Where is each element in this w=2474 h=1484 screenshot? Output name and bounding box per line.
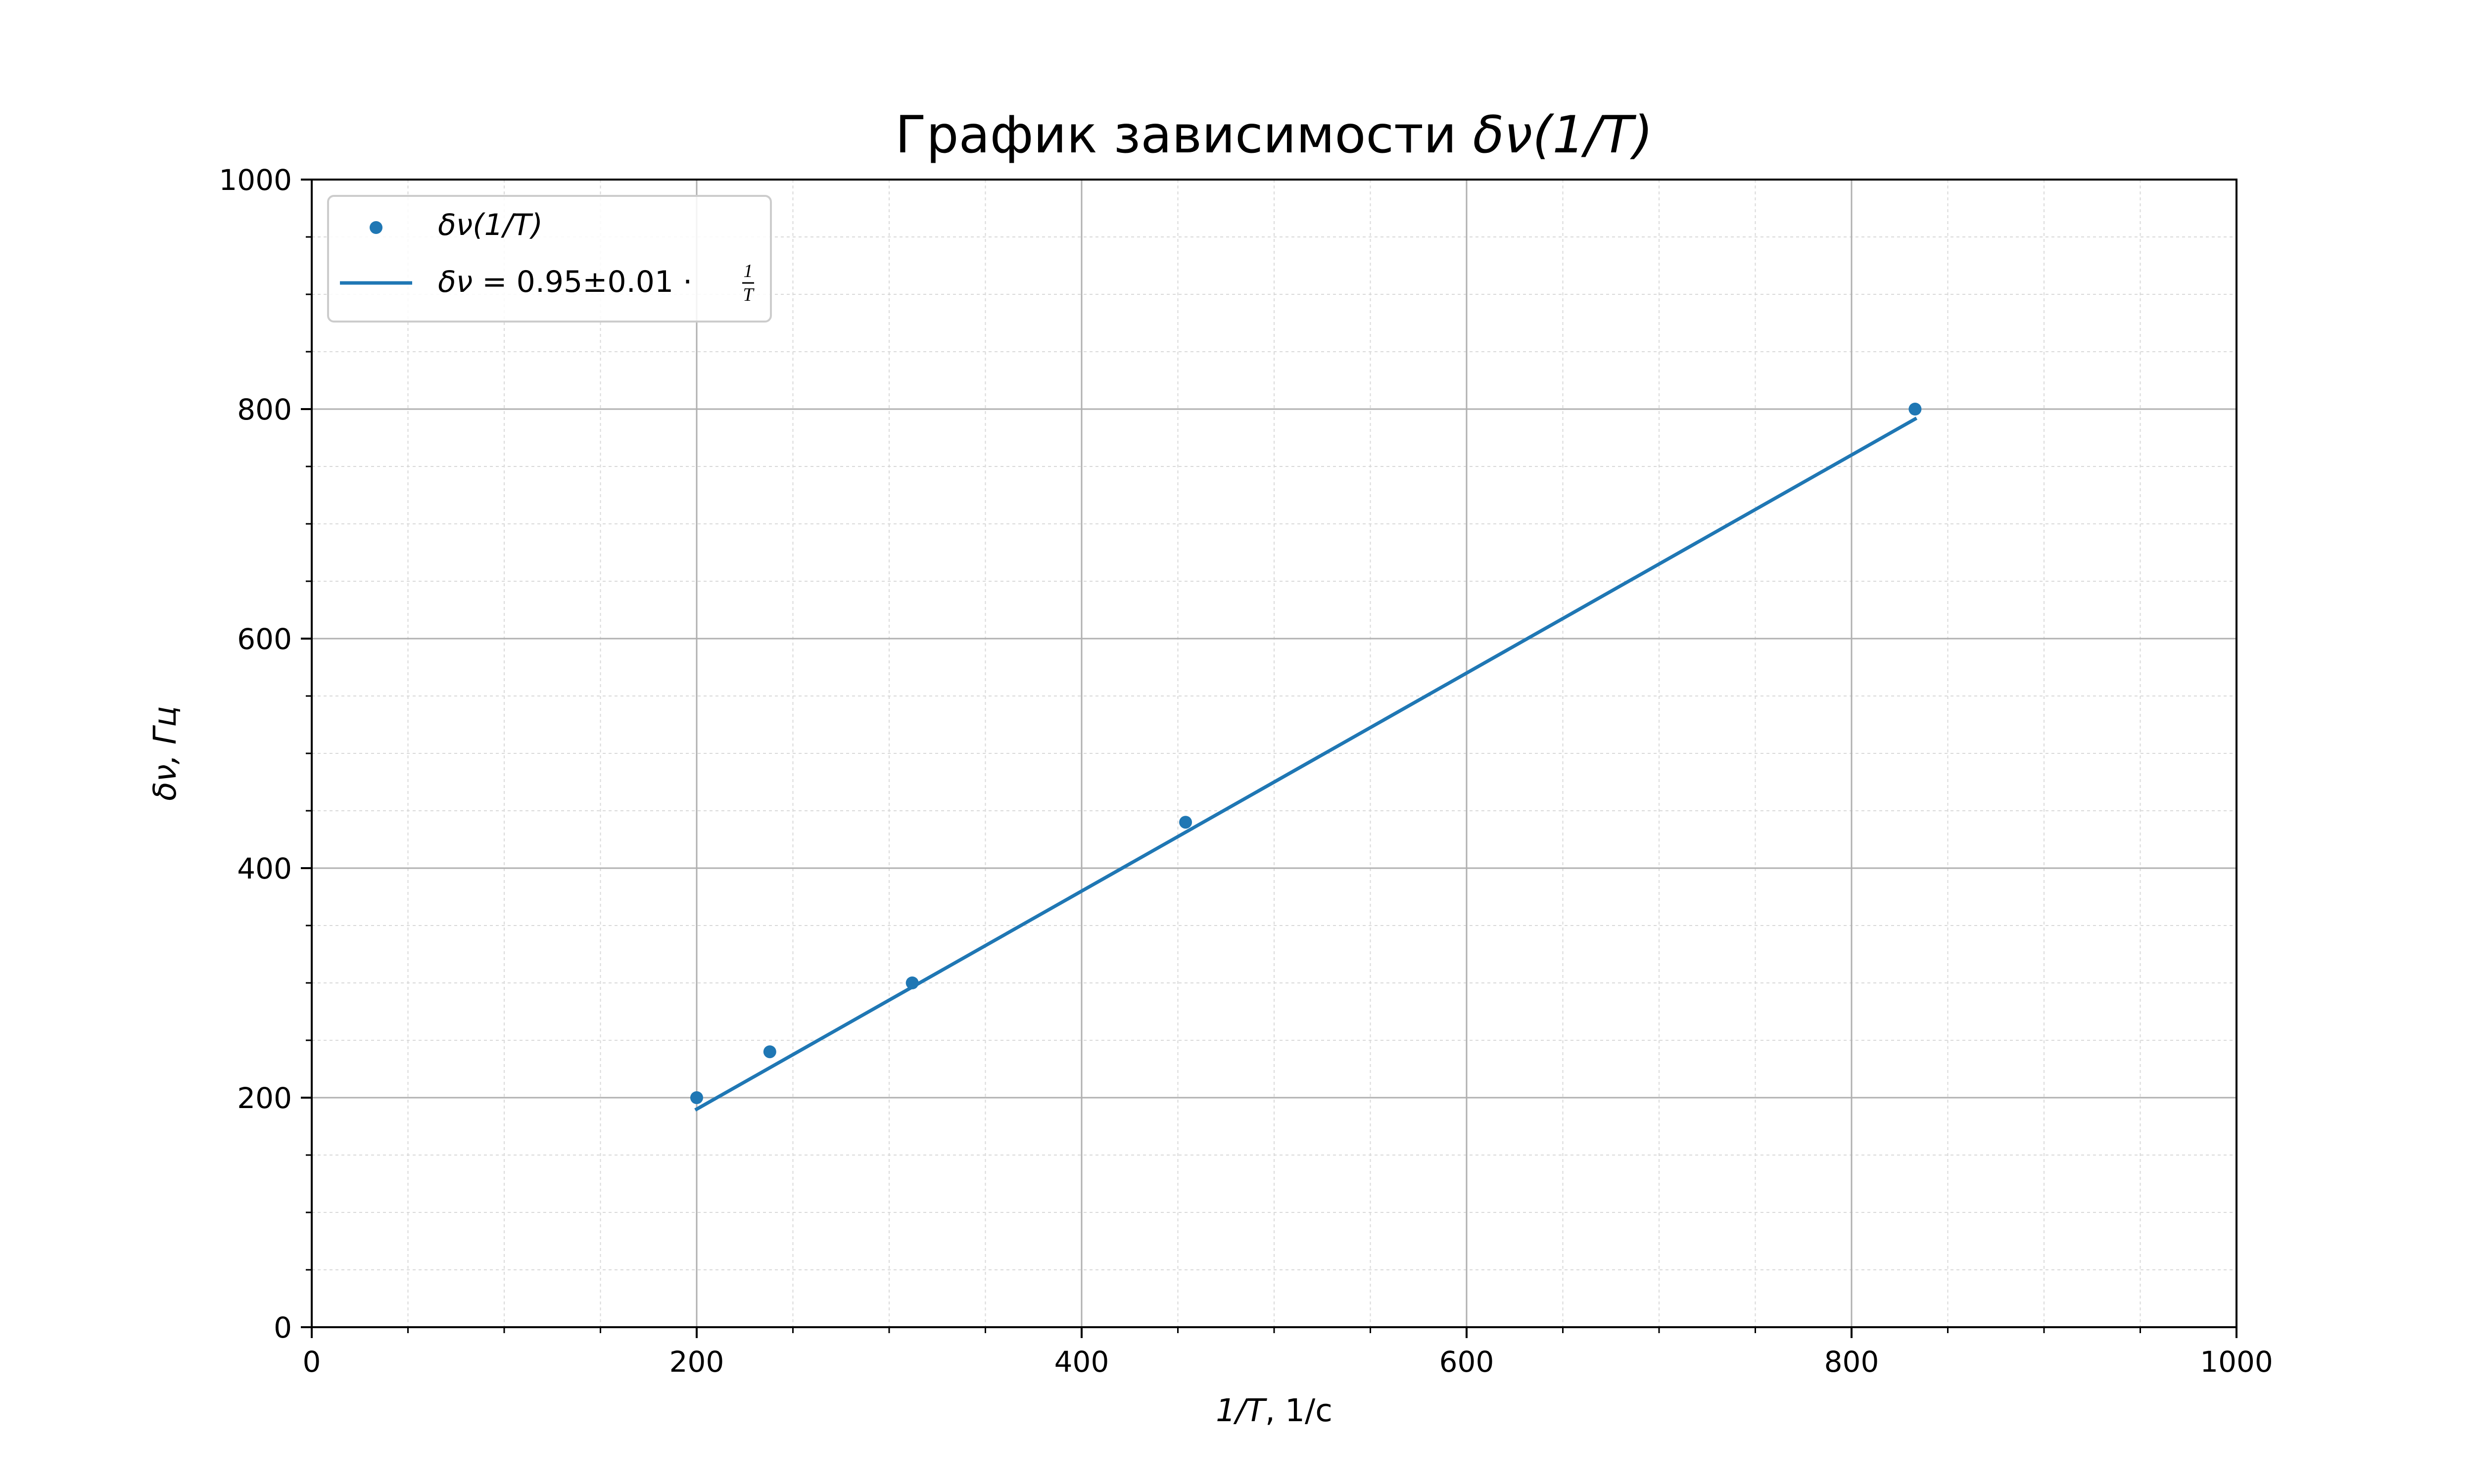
data-point (690, 1091, 703, 1104)
legend: δν(1/T) δν = 0.95±0.01 · 1 T (327, 195, 772, 323)
legend-fraction-denominator: T (743, 284, 755, 305)
y-tick-label: 1000 (219, 163, 292, 197)
data-point (1179, 816, 1192, 829)
data-point (905, 976, 919, 989)
axis-ticks (301, 179, 2237, 1338)
legend-marker-scatter (370, 221, 382, 234)
legend-label-line: δν = 0.95±0.01 · (438, 265, 692, 299)
series-layer (690, 403, 1922, 1112)
legend-box (327, 195, 772, 323)
x-tick-label: 1000 (2200, 1345, 2273, 1379)
minor-grid (312, 180, 2236, 1327)
y-tick-label: 800 (237, 393, 292, 426)
data-point (1908, 403, 1922, 416)
fit-line (694, 417, 1918, 1112)
y-axis-label: δν, Гц (147, 706, 183, 801)
x-axis-label: 1/T, 1/с (1216, 1392, 1332, 1429)
x-tick-label: 400 (1054, 1345, 1109, 1379)
legend-label-scatter: δν(1/T) (438, 208, 543, 242)
y-tick-label: 200 (237, 1081, 292, 1115)
x-tick-label: 0 (303, 1345, 321, 1379)
y-tick-label: 400 (237, 852, 292, 885)
chart-title: График зависимости δν(1/T) (895, 105, 1653, 165)
data-point (763, 1045, 776, 1059)
legend-fraction-numerator: 1 (744, 261, 753, 281)
x-tick-label: 600 (1439, 1345, 1494, 1379)
x-tick-labels: 0 200 400 600 800 1000 (303, 1345, 2273, 1379)
y-tick-label: 600 (237, 622, 292, 656)
y-tick-label: 0 (274, 1311, 292, 1345)
x-tick-label: 200 (669, 1345, 724, 1379)
x-tick-label: 800 (1824, 1345, 1879, 1379)
y-tick-labels: 0 200 400 600 800 1000 (219, 163, 292, 1345)
